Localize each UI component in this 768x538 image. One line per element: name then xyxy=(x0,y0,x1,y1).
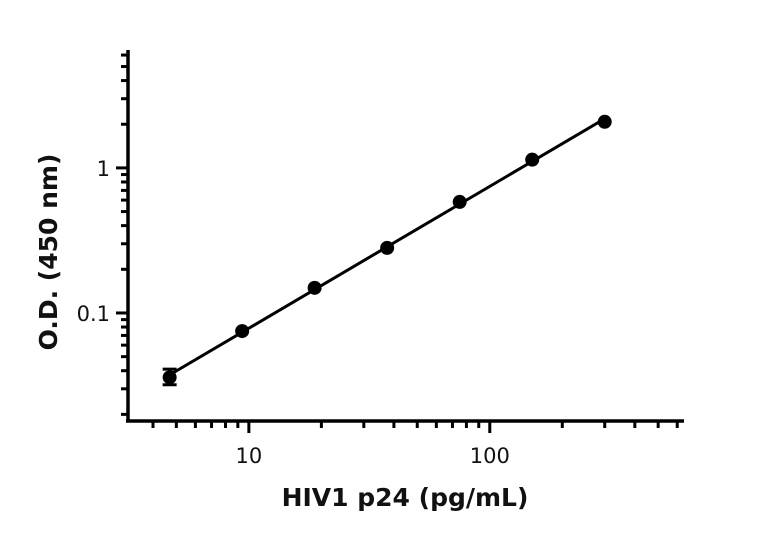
x-tick-label: 100 xyxy=(470,444,510,468)
data-point xyxy=(307,280,322,295)
data-point xyxy=(597,114,612,129)
data-point xyxy=(452,194,467,209)
x-tick-label: 10 xyxy=(235,444,262,468)
y-ticks: 0.11 xyxy=(77,53,128,416)
x-ticks: 10 100 xyxy=(151,421,679,468)
data-series xyxy=(162,114,612,387)
data-point xyxy=(525,152,540,167)
data-point xyxy=(235,324,250,339)
data-point xyxy=(162,370,177,385)
axes: 0.11 10 100 xyxy=(77,50,684,468)
y-tick-label: 0.1 xyxy=(77,302,110,326)
x-axis-title: HIV1 p24 (pg/mL) xyxy=(282,483,529,512)
data-point xyxy=(380,240,395,255)
y-tick-label: 1 xyxy=(97,157,110,181)
y-axis-title: O.D. (450 nm) xyxy=(34,154,63,351)
